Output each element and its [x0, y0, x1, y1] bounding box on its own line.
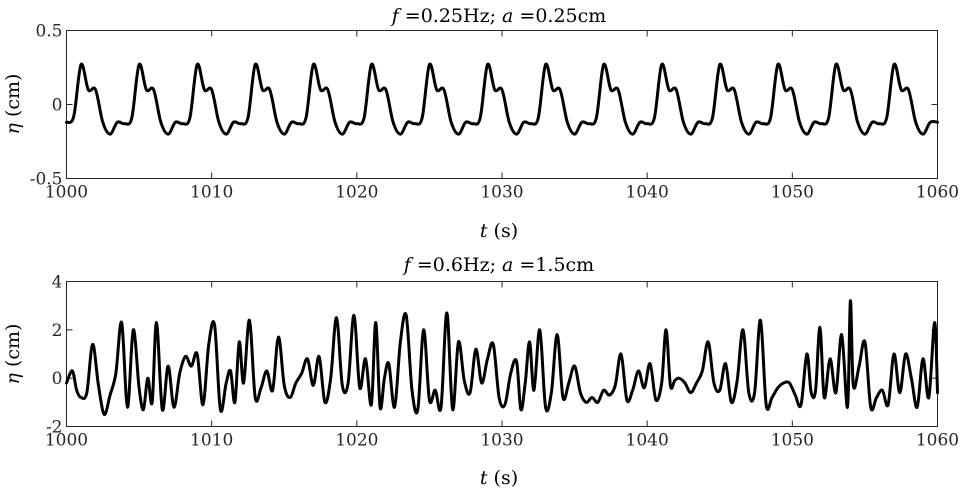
top-chart-y-ticks: -0.5 0 0.5	[30, 22, 938, 190]
top-chart-x-axis-title: t (s)	[480, 220, 518, 242]
bottom-chart: f =0.6Hz; a =1.5cm 1000 1010 1020 1030 1040 1…	[2, 254, 959, 489]
top-chart-y-tick-label: -0.5	[30, 170, 63, 190]
top-chart-y-tick-label: 0	[52, 96, 63, 116]
top-chart-title: f =0.25Hz; a =0.25cm	[390, 5, 607, 27]
bottom-chart-x-axis-title: t (s)	[480, 467, 518, 489]
top-chart-x-tick-label: 1020	[335, 183, 378, 203]
top-chart-series-line	[65, 62, 939, 136]
bottom-chart-x-tick-label: 1040	[626, 431, 669, 451]
bottom-chart-y-ticks: -2 0 2 4	[46, 273, 938, 438]
bottom-chart-title: f =0.6Hz; a =1.5cm	[402, 254, 594, 276]
top-chart-x-tick-label: 1030	[480, 183, 523, 203]
bottom-chart-x-tick-label: 1010	[190, 431, 233, 451]
top-chart-x-tick-label: 1060	[916, 183, 959, 203]
top-chart-y-axis-title: η (cm)	[2, 74, 24, 135]
bottom-chart-y-tick-label: 2	[52, 321, 63, 341]
bottom-chart-x-tick-label: 1050	[771, 431, 814, 451]
top-chart-x-tick-label: 1000	[45, 183, 88, 203]
bottom-chart-series-line	[65, 299, 939, 416]
top-chart-x-tick-label: 1050	[771, 183, 814, 203]
top-chart-axes	[66, 30, 938, 179]
bottom-chart-y-tick-label: 4	[52, 273, 63, 293]
bottom-chart-x-tick-label: 1060	[916, 431, 959, 451]
bottom-chart-x-tick-label: 1020	[335, 431, 378, 451]
bottom-chart-x-tick-label: 1000	[45, 431, 88, 451]
top-chart-x-tick-label: 1040	[626, 183, 669, 203]
bottom-chart-x-tick-label: 1030	[480, 431, 523, 451]
bottom-chart-y-tick-label: -2	[46, 418, 63, 438]
bottom-chart-y-tick-label: 0	[52, 369, 63, 389]
top-chart-x-tick-label: 1010	[190, 183, 233, 203]
top-chart-y-tick-label: 0.5	[35, 22, 62, 42]
top-chart-x-ticks: 1000 1010 1020 1030 1040 1050 1060	[45, 30, 959, 203]
top-chart: f =0.25Hz; a =0.25cm 1000 1010 1020 1030 104…	[2, 5, 959, 242]
bottom-chart-y-axis-title: η (cm)	[2, 324, 24, 385]
bottom-chart-x-ticks: 1000 1010 1020 1030 1040 1050 1060	[45, 281, 959, 451]
